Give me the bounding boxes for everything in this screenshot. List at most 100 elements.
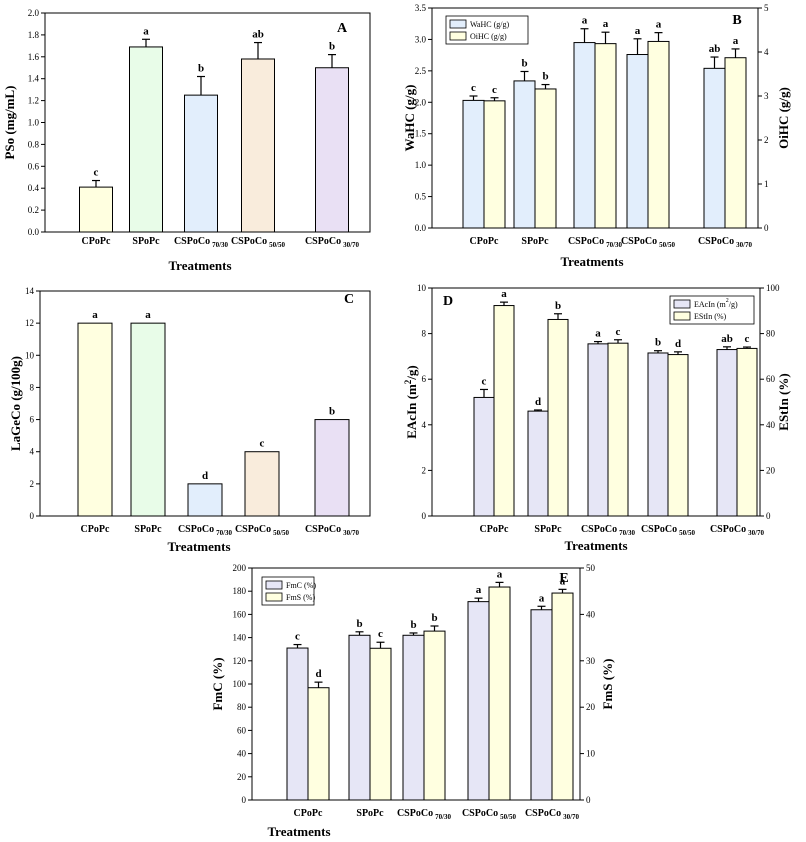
x-tick-label: CSPoCo 30/70 <box>305 524 360 537</box>
x-tick-label: CPoPc <box>82 236 111 247</box>
y-tick-label: 0.0 <box>415 223 427 233</box>
panel-letter: D <box>443 294 453 309</box>
legend-swatch <box>673 299 691 309</box>
significance-letter: a <box>733 35 739 47</box>
panel-letter: C <box>344 292 354 307</box>
y2-tick-label: 40 <box>586 609 596 619</box>
bar-c-2-0 <box>187 483 223 517</box>
significance-letter: b <box>555 300 561 312</box>
y-tick-label: 0.5 <box>415 192 427 202</box>
y-tick-label: 120 <box>233 656 247 666</box>
significance-letter: c <box>482 375 487 387</box>
bar-d-2-1 <box>607 342 629 517</box>
chart-panel-c: 0 2 4 6 8 10 12 14 a CPoPc a SPoPc d CSPoCo 70/30 c CSPo… <box>8 286 371 554</box>
y-tick-label: 1.0 <box>28 118 40 128</box>
bar-b-0-0 <box>462 99 485 229</box>
y2-tick-label: 0 <box>586 795 591 805</box>
significance-letter: b <box>410 619 416 631</box>
bar-e-3-0 <box>467 601 490 801</box>
significance-letter: a <box>595 328 601 340</box>
y-tick-label: 3.5 <box>415 3 427 13</box>
x-tick-label: CPoPc <box>294 808 323 819</box>
bar-d-1-0 <box>527 410 549 517</box>
legend-entry: OiHC (g/g) <box>470 32 507 41</box>
x-tick-label: CSPoCo 70/30 <box>581 524 636 537</box>
panel-letter: E <box>559 571 568 586</box>
y-tick-label: 8 <box>30 382 35 392</box>
significance-letter: b <box>542 71 548 83</box>
significance-letter: a <box>539 592 545 604</box>
y2-tick-label: 0 <box>764 223 769 233</box>
bar-e-4-1 <box>551 592 574 801</box>
x-tick-label: CPoPc <box>81 524 110 535</box>
bar-b-3-0 <box>626 54 649 229</box>
significance-letter: a <box>635 25 641 37</box>
x-axis-label: Treatments <box>168 258 231 273</box>
bar-d-4-0 <box>716 349 738 517</box>
bar-e-0-1 <box>307 687 330 801</box>
y-tick-label: 2.5 <box>415 66 427 76</box>
y2-tick-label: 4 <box>764 47 769 57</box>
y-axis-label: LaGeCo (g/100g) <box>8 356 23 451</box>
bar-d-4-1 <box>736 347 758 517</box>
significance-letter: ab <box>721 333 733 345</box>
y-tick-label: 10 <box>25 350 35 360</box>
y-tick-label: 1.4 <box>28 74 40 84</box>
y2-axis-label: FmS (%) <box>600 659 615 710</box>
significance-letter: c <box>492 84 497 96</box>
y-tick-label: 80 <box>237 702 247 712</box>
y-tick-label: 1.8 <box>28 30 40 40</box>
bar-e-4-0 <box>530 609 553 801</box>
y2-tick-label: 5 <box>764 3 769 13</box>
chart-panel-e: 0 20 40 60 80 100 120 140 160 180 200 0 10 20 30 40 50 c d… <box>210 563 615 839</box>
significance-letter: c <box>471 82 476 94</box>
y-tick-label: 0 <box>242 795 247 805</box>
y2-tick-label: 50 <box>586 563 596 573</box>
bar-c-1-0 <box>130 322 166 517</box>
bar-c-0-0 <box>77 322 113 517</box>
legend-swatch <box>449 19 467 29</box>
y-tick-label: 0.0 <box>28 227 40 237</box>
x-axis-label: Treatments <box>267 824 330 839</box>
y2-axis-label: EStIn (%) <box>776 373 791 430</box>
y-tick-label: 0.2 <box>28 205 39 215</box>
bar-b-4-0 <box>703 67 726 229</box>
bar-d-2-0 <box>587 343 609 517</box>
y2-tick-label: 20 <box>586 702 596 712</box>
y-tick-label: 40 <box>237 749 247 759</box>
significance-letter: b <box>198 63 204 75</box>
y-tick-label: 14 <box>25 286 35 296</box>
legend-entry: FmS (%) <box>286 593 315 602</box>
y2-tick-label: 30 <box>586 656 596 666</box>
significance-letter: d <box>675 338 681 350</box>
y-tick-label: 6 <box>30 415 35 425</box>
significance-letter: a <box>145 309 151 321</box>
bar-e-2-1 <box>423 630 446 801</box>
y-tick-label: 1.0 <box>415 160 427 170</box>
x-tick-label: CSPoCo 30/70 <box>698 236 753 249</box>
bar-d-0-1 <box>493 305 515 517</box>
y-tick-label: 8 <box>422 329 427 339</box>
y-tick-label: 100 <box>233 679 247 689</box>
significance-letter: b <box>356 618 362 630</box>
x-tick-label: CPoPc <box>480 524 509 535</box>
y-axis-label: WaHC (g/g) <box>402 85 417 152</box>
y-axis-label: EAcIn (m2/g) <box>403 365 419 438</box>
bar-e-1-1 <box>369 647 392 801</box>
chart-panel-a: 0.0 0.2 0.4 0.6 0.8 1.0 1.2 1.4 1.6 1.8 2.0 c CPoPc a… <box>2 8 371 273</box>
y-tick-label: 2 <box>30 479 35 489</box>
bar-d-3-0 <box>647 352 669 517</box>
y2-tick-label: 3 <box>764 91 769 101</box>
significance-letter: c <box>745 333 750 345</box>
x-tick-label: SPoPc <box>534 524 562 535</box>
y-tick-label: 0.8 <box>28 139 40 149</box>
x-tick-label: CSPoCo 70/30 <box>568 236 623 249</box>
y2-tick-label: 10 <box>586 749 596 759</box>
legend-entry: WaHC (g/g) <box>470 20 509 29</box>
x-tick-label: CSPoCo 30/70 <box>710 524 765 537</box>
significance-letter: a <box>92 309 98 321</box>
y-tick-label: 0.4 <box>28 183 40 193</box>
bar-e-2-0 <box>402 634 425 801</box>
x-axis-label: Treatments <box>564 538 627 553</box>
significance-letter: a <box>603 18 609 30</box>
